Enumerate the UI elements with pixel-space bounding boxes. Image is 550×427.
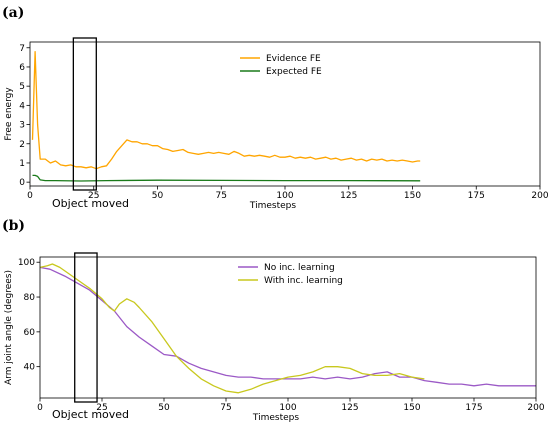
y-axis-label: Arm joint angle (degrees) — [4, 270, 14, 385]
x-tick-label: 150 — [404, 191, 421, 201]
x-tick-label: 75 — [216, 191, 227, 201]
x-tick-label: 125 — [340, 191, 357, 201]
y-tick-label: 4 — [19, 101, 25, 111]
x-tick-label: 50 — [158, 403, 170, 413]
y-axis-label: Free energy — [4, 87, 14, 141]
x-tick-label: 150 — [403, 403, 420, 413]
panel-label: (b) — [2, 218, 25, 234]
object-moved-label: Object moved — [52, 408, 129, 421]
chart-panel-b: (b)0 25 50 75 100 125 150 175 200406080100Timest… — [2, 218, 545, 423]
x-axis-label: Timesteps — [249, 201, 296, 211]
x-tick-label: 175 — [465, 403, 482, 413]
x-tick-label: 0 — [37, 403, 43, 413]
chart-panel-a: (a) 0 25 50 75 100 125 150 175 200 0 1 2 3 4 5 6 7 Timeste… — [2, 5, 549, 211]
series-line-0 — [31, 50, 421, 170]
y-tick-label: 6 — [19, 63, 25, 73]
x-tick-label: 75 — [220, 403, 231, 413]
object-moved-box — [74, 252, 98, 403]
x-tick-label: 200 — [531, 191, 548, 201]
series-line-1 — [39, 263, 425, 394]
x-tick-label: 200 — [527, 403, 544, 413]
legend-entry-1: Expected FE — [266, 67, 322, 77]
legend-entry-0: No inc. learning — [264, 263, 335, 273]
legend-entry-0: Evidence FE — [266, 54, 321, 64]
y-tick-label: 3 — [19, 121, 25, 131]
y-tick-label: 7 — [19, 44, 25, 54]
y-tick-label: 1 — [19, 159, 25, 169]
series-line-0 — [39, 266, 536, 387]
x-tick-label: 125 — [341, 403, 358, 413]
x-tick-label: 50 — [152, 191, 164, 201]
y-tick-label: 100 — [18, 258, 35, 268]
object-moved-box — [72, 37, 97, 191]
x-tick-label: 25 — [96, 403, 107, 413]
legend-entry-1: With inc. learning — [264, 276, 343, 286]
x-tick-label: 100 — [279, 403, 296, 413]
x-tick-label: 175 — [468, 191, 485, 201]
x-tick-label: 0 — [27, 191, 33, 201]
x-tick-label: 25 — [88, 191, 99, 201]
y-tick-label: 60 — [24, 328, 36, 338]
y-tick-label: 5 — [19, 82, 25, 92]
panel-label: (a) — [2, 5, 24, 21]
y-tick-label: 0 — [19, 178, 25, 188]
y-tick-label: 40 — [24, 363, 36, 373]
x-axis-label: Timesteps — [252, 413, 299, 423]
y-tick-label: 80 — [24, 293, 36, 303]
object-moved-label: Object moved — [52, 197, 129, 210]
series-line-1 — [32, 174, 421, 182]
x-tick-label: 100 — [276, 191, 293, 201]
y-tick-label: 2 — [19, 140, 25, 150]
